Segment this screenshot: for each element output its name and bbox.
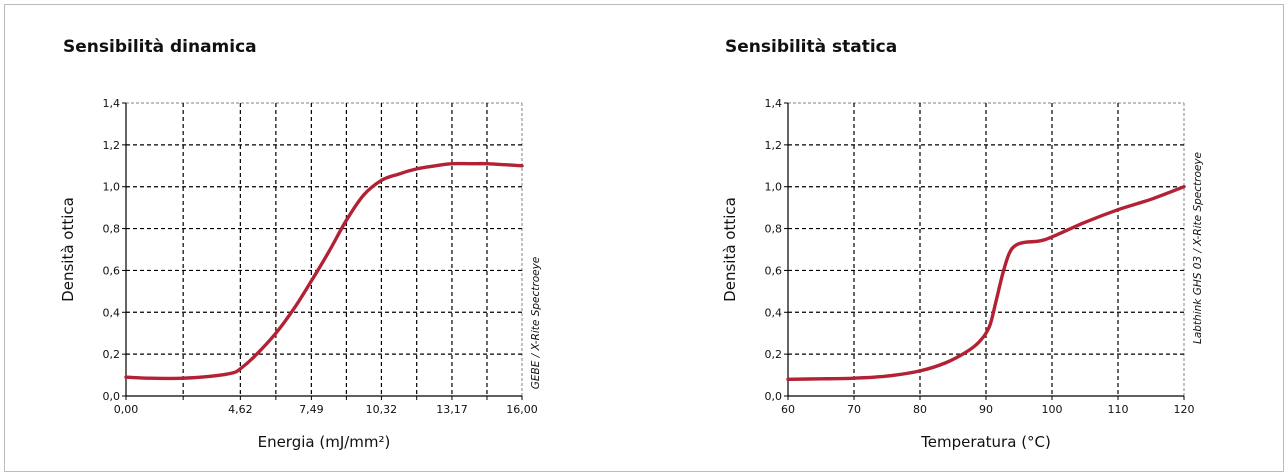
y-tick-label: 0,0 <box>103 390 121 403</box>
y-tick-label: 0,2 <box>103 348 121 361</box>
x-tick-label: 120 <box>1174 403 1195 416</box>
y-tick-label: 0,0 <box>765 390 783 403</box>
chart-title: Sensibilità statica <box>725 37 898 57</box>
panel-static-sensitivity: Sensibilità statica 0,0 0,2 0,4 0,6 0,8 1,0 1,… <box>645 5 1285 471</box>
x-tick-label: 110 <box>1108 403 1129 416</box>
y-tick-label: 0,8 <box>103 223 121 236</box>
y-tick-label: 1,0 <box>103 181 121 194</box>
panel-dynamic-sensitivity: Sensibilità dinamica 0,0 0,2 0,4 0,6 0,8 1,0 1… <box>5 5 645 471</box>
y-tick-label: 0,4 <box>103 306 121 319</box>
y-tick-label: 0,6 <box>765 264 783 277</box>
x-tick-label: 4,62 <box>228 403 253 416</box>
y-tick-label: 1,2 <box>103 139 121 152</box>
y-tick-label: 0,8 <box>765 223 783 236</box>
series-line <box>124 161 524 381</box>
series-line <box>786 185 1186 381</box>
x-tick-label: 80 <box>913 403 927 416</box>
chart-title: Sensibilità dinamica <box>63 37 257 57</box>
x-tick-label: 0,00 <box>114 403 139 416</box>
y-tick-label: 1,4 <box>765 97 783 110</box>
measurement-credit: Labthink GHS 03 / X-Rite Spectroeye <box>1192 152 1204 344</box>
x-tick-label: 10,32 <box>366 403 398 416</box>
x-tick-label: 70 <box>847 403 861 416</box>
y-tick-label: 1,4 <box>103 97 121 110</box>
y-tick-label: 1,0 <box>765 181 783 194</box>
y-tick-label: 0,2 <box>765 348 783 361</box>
x-tick-label: 90 <box>979 403 993 416</box>
x-tick-label: 100 <box>1042 403 1063 416</box>
y-axis-label: Densità ottica <box>59 197 77 302</box>
y-tick-label: 0,4 <box>765 306 783 319</box>
measurement-credit: GEBE / X-Rite Spectroeye <box>530 257 542 390</box>
x-axis-label: Temperatura (°C) <box>920 433 1051 451</box>
x-tick-label: 16,00 <box>506 403 538 416</box>
x-tick-label: 60 <box>781 403 795 416</box>
x-axis-label: Energia (mJ/mm²) <box>258 433 391 451</box>
x-tick-label: 13,17 <box>436 403 468 416</box>
y-tick-label: 1,2 <box>765 139 783 152</box>
y-tick-label: 0,6 <box>103 264 121 277</box>
static-sensitivity-chart: 0,0 0,2 0,4 0,6 0,8 1,0 1,2 1,4 60 70 80 90 100 110 12… <box>721 97 1204 451</box>
x-tick-label: 7,49 <box>299 403 324 416</box>
chart-frame: Sensibilità dinamica 0,0 0,2 0,4 0,6 0,8 1,0 1… <box>4 4 1284 472</box>
y-axis-label: Densità ottica <box>721 197 739 302</box>
dynamic-sensitivity-chart: 0,0 0,2 0,4 0,6 0,8 1,0 1,2 1,4 0,00 4,62 7,49 10,3… <box>59 97 542 451</box>
